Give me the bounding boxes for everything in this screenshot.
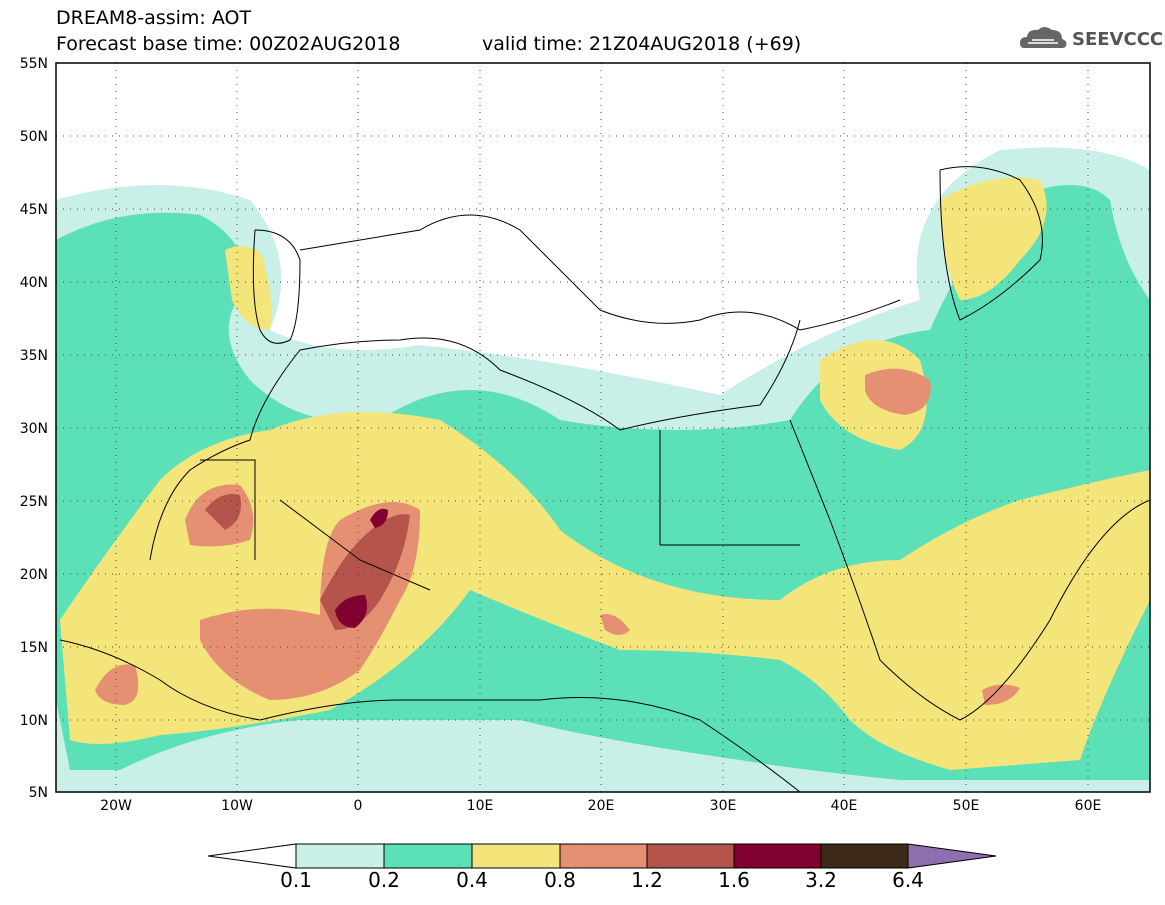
- lat-label: 55N: [19, 56, 48, 72]
- logo-text: SEEVCCC: [1072, 29, 1164, 50]
- colorbar-label: 1.6: [718, 868, 750, 892]
- lat-label: 30N: [19, 421, 48, 437]
- colorbar-label: 0.8: [544, 868, 576, 892]
- lat-label: 10N: [19, 713, 48, 729]
- lon-label: 0: [353, 798, 363, 814]
- colorbar-label: 3.2: [805, 868, 837, 892]
- lat-label: 15N: [19, 640, 48, 656]
- cloud-icon: [1020, 27, 1067, 48]
- colorbar-label: 0.1: [280, 868, 312, 892]
- forecast-base-time: Forecast base time: 00Z02AUG2018: [56, 33, 401, 55]
- colorbar-label: 1.2: [631, 868, 663, 892]
- lon-label: 60E: [1074, 798, 1102, 814]
- lon-label: 20W: [100, 798, 132, 814]
- aot-field: [56, 63, 1150, 792]
- lat-label: 50N: [19, 129, 48, 145]
- map-frame: [55, 62, 1151, 793]
- grid: [56, 63, 1150, 792]
- colorbar-label: 0.2: [368, 868, 400, 892]
- lon-label: 50E: [952, 798, 980, 814]
- lat-label: 5N: [28, 785, 48, 801]
- lat-label: 40N: [19, 275, 48, 291]
- colorbar: [207, 843, 997, 869]
- lat-label: 45N: [19, 202, 48, 218]
- lon-label: 40E: [830, 798, 858, 814]
- lon-label: 20E: [587, 798, 615, 814]
- colorbar-label: 6.4: [892, 868, 924, 892]
- lon-label: 10W: [221, 798, 253, 814]
- lon-label: 30E: [709, 798, 737, 814]
- valid-time: valid time: 21Z04AUG2018 (+69): [482, 33, 802, 55]
- lon-label: 10E: [466, 798, 494, 814]
- lat-label: 35N: [19, 348, 48, 364]
- lat-label: 25N: [19, 494, 48, 510]
- lat-label: 20N: [19, 567, 48, 583]
- colorbar-label: 0.4: [456, 868, 488, 892]
- map-title: DREAM8-assim: AOT: [56, 7, 252, 29]
